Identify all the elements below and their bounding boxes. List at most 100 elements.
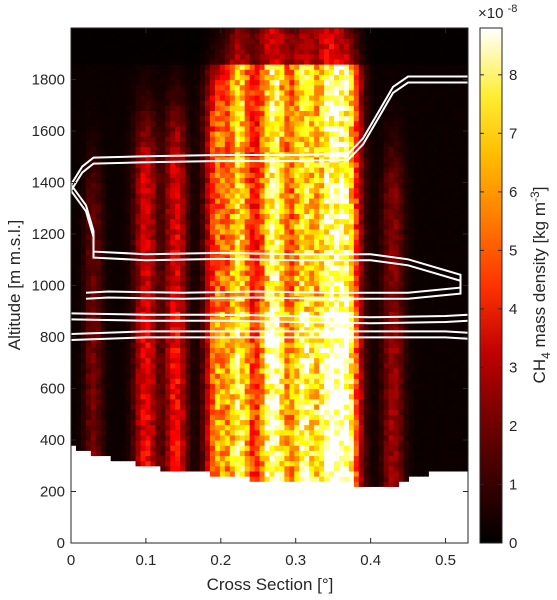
heatmap-cell xyxy=(239,398,246,405)
heatmap-cell xyxy=(120,280,127,287)
heatmap-cell xyxy=(289,476,295,482)
heatmap-cell xyxy=(200,146,206,153)
heatmap-cell xyxy=(180,445,186,451)
heatmap-cell xyxy=(180,342,186,348)
heatmap-cell xyxy=(279,378,285,384)
heatmap-cell xyxy=(299,275,305,281)
heatmap-cell xyxy=(140,228,147,235)
heatmap-cell xyxy=(204,373,211,379)
heatmap-cell xyxy=(135,270,142,276)
heatmap-cell xyxy=(130,53,137,60)
heatmap-cell xyxy=(165,326,171,333)
heatmap-cell xyxy=(145,33,151,39)
heatmap-cell xyxy=(175,136,181,142)
heatmap-cell xyxy=(209,239,216,245)
heatmap-cell xyxy=(200,393,206,400)
heatmap-cell xyxy=(274,476,281,482)
heatmap-cell xyxy=(289,167,295,173)
heatmap-cell xyxy=(209,38,216,45)
heatmap-cell xyxy=(343,429,350,436)
heatmap-cell xyxy=(214,388,221,395)
heatmap-cell xyxy=(214,203,221,209)
heatmap-cell xyxy=(329,337,335,343)
heatmap-cell xyxy=(229,326,236,333)
heatmap-cell xyxy=(299,470,305,477)
heatmap-cell xyxy=(324,249,330,256)
heatmap-cell xyxy=(105,326,112,333)
heatmap-cell xyxy=(234,120,241,127)
heatmap-cell xyxy=(264,213,271,220)
heatmap-cell xyxy=(264,347,271,354)
heatmap-cell xyxy=(195,213,201,220)
heatmap-cell xyxy=(75,125,82,132)
heatmap-cell xyxy=(264,259,271,266)
heatmap-cell xyxy=(229,398,236,405)
heatmap-cell xyxy=(319,460,325,467)
heatmap-cell xyxy=(234,197,241,204)
heatmap-cell xyxy=(115,64,122,70)
heatmap-cell xyxy=(324,264,330,271)
heatmap-cell xyxy=(165,264,171,271)
heatmap-cell xyxy=(259,306,266,312)
heatmap-cell xyxy=(234,203,241,209)
heatmap-cell xyxy=(125,445,132,451)
heatmap-cell xyxy=(314,197,320,204)
heatmap-cell xyxy=(334,177,340,184)
heatmap-cell xyxy=(254,197,261,204)
heatmap-cell xyxy=(219,357,226,364)
heatmap-cell xyxy=(299,460,305,467)
heatmap-cell xyxy=(71,378,77,384)
heatmap-cell xyxy=(170,373,176,379)
heatmap-cell xyxy=(165,316,171,323)
heatmap-cell xyxy=(338,218,345,225)
heatmap-cell xyxy=(180,393,186,400)
heatmap-cell xyxy=(209,33,216,39)
heatmap-cell xyxy=(229,414,236,420)
heatmap-cell xyxy=(180,352,186,359)
heatmap-cell xyxy=(125,264,132,271)
heatmap-cell xyxy=(264,270,271,276)
heatmap-cell xyxy=(165,378,171,384)
heatmap-cell xyxy=(155,383,161,390)
heatmap-cell xyxy=(234,275,241,281)
heatmap-cell xyxy=(259,89,266,96)
heatmap-cell xyxy=(170,192,176,199)
heatmap-cell xyxy=(219,326,226,333)
heatmap-cell xyxy=(214,326,221,333)
heatmap-cell xyxy=(279,192,285,199)
heatmap-cell xyxy=(155,203,161,209)
heatmap-cell xyxy=(348,264,355,271)
heatmap-cell xyxy=(75,244,82,251)
heatmap-cell xyxy=(185,280,191,287)
heatmap-cell xyxy=(229,316,236,323)
heatmap-cell xyxy=(254,254,261,261)
heatmap-cell xyxy=(175,213,181,220)
heatmap-cell xyxy=(90,74,97,81)
heatmap-cell xyxy=(324,84,330,91)
heatmap-cell xyxy=(185,38,191,45)
heatmap-cell xyxy=(314,125,320,132)
heatmap-cell xyxy=(155,125,161,132)
heatmap-cell xyxy=(145,125,151,132)
heatmap-cell xyxy=(224,316,231,323)
heatmap-cell xyxy=(319,306,325,312)
heatmap-cell xyxy=(348,228,355,235)
heatmap-cell xyxy=(234,455,241,462)
heatmap-cell xyxy=(185,43,191,50)
heatmap-cell xyxy=(145,74,151,81)
heatmap-cell xyxy=(279,203,285,209)
heatmap-cell xyxy=(239,275,246,281)
heatmap-cell xyxy=(294,64,300,70)
heatmap-cell xyxy=(244,105,251,111)
heatmap-cell xyxy=(135,445,142,451)
heatmap-cell xyxy=(324,28,330,34)
heatmap-cell xyxy=(130,197,137,204)
heatmap-cell xyxy=(319,136,325,142)
heatmap-cell xyxy=(200,218,206,225)
heatmap-cell xyxy=(130,300,137,307)
heatmap-cell xyxy=(135,94,142,101)
heatmap-cell xyxy=(150,337,156,343)
heatmap-cell xyxy=(274,321,281,328)
heatmap-cell xyxy=(160,254,166,261)
heatmap-cell xyxy=(274,409,281,415)
